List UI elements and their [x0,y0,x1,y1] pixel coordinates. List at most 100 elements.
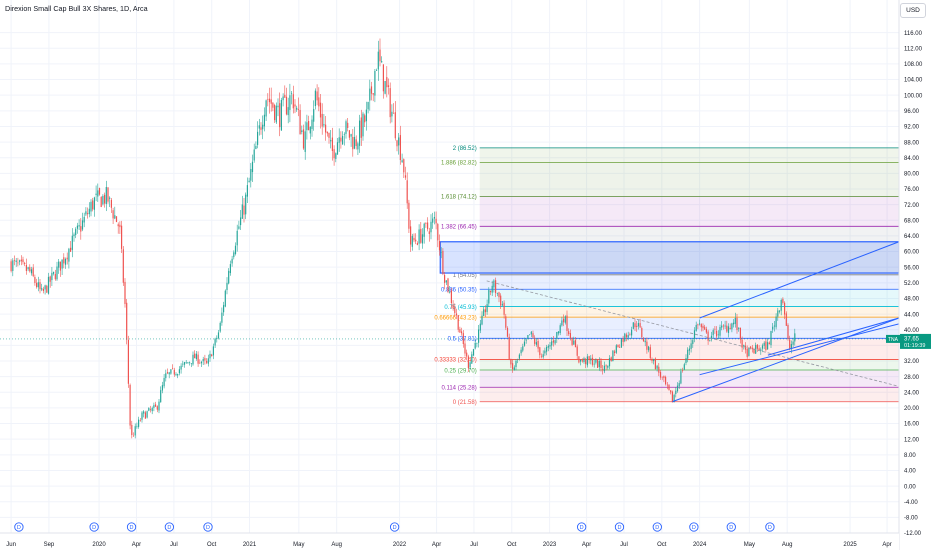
price-tick-label: 104.00 [904,78,923,84]
dividend-label: D [617,525,621,531]
dividend-marker[interactable]: D [14,522,24,532]
candle-body [42,288,44,291]
price-tag-countdown: 01:19:39 [904,343,925,349]
candle-body [158,401,160,411]
candle-body [78,225,80,227]
dividend-icon [577,522,587,532]
candle-body [243,205,245,215]
candle-body [544,350,546,354]
candle-body [433,217,435,219]
dividend-marker[interactable]: D [89,522,99,532]
candle-body [646,341,648,350]
candle-body [428,231,430,235]
candle-body [231,258,233,264]
fibonacci-extension[interactable]: 2 (86.52) 1.886 (82.82) 1.618 (74.12) 1.382… [434,146,899,406]
candle-body [505,316,507,328]
candle-body [272,102,274,108]
candle-body [205,361,208,363]
dividend-label: D [130,525,134,531]
candle-body [350,134,352,137]
trend-line [767,317,900,356]
dividend-marker[interactable]: D [577,522,587,532]
dividend-marker[interactable]: D [765,522,775,532]
candle-body [273,105,276,121]
candle-body [211,354,213,357]
candle-body [579,359,582,362]
candle-body [790,344,792,350]
candle-body [591,357,594,365]
candle-body [156,406,158,410]
candle-body [408,202,410,229]
candle-body [161,385,163,391]
candle-body [32,267,34,277]
candle-body [384,80,386,94]
candle-body [398,137,400,146]
dividend-marker[interactable]: D [726,522,736,532]
candle-body [117,224,119,227]
candle-body [741,339,743,348]
candle-body [109,197,111,199]
candle-body [326,131,328,134]
price-tick-label: 88.00 [904,140,920,146]
target-zone[interactable] [439,241,900,274]
candle-body [547,345,549,348]
candle-body [165,373,167,379]
candle-body [697,324,699,326]
candle-body [229,264,231,274]
time-tick-label: Oct [207,542,217,548]
price-axis[interactable]: 116.00 112.00 108.00 104.00 100.00 96.00 92.00… [898,0,932,550]
candle-body [323,124,325,126]
candle-body [704,326,706,330]
candle-body [761,345,764,349]
time-tick-label: Apr [432,542,441,548]
candle-body [782,298,784,303]
candle-body [250,169,252,181]
time-tick-label: Oct [657,542,667,548]
candle-body [763,342,765,346]
candle-body [256,131,259,145]
candle-body [675,390,677,394]
trend-lines[interactable] [0,241,900,403]
fib-band [479,274,899,290]
dividend-marker[interactable]: D [614,522,625,532]
dividend-marker[interactable]: D [389,522,400,532]
candle-body [658,366,660,373]
fib-level-label: 1.886 (82.82) [441,161,477,167]
price-tick-label: 112.00 [904,46,923,52]
candle-body [80,226,82,232]
dividend-marker[interactable]: D [126,522,137,532]
dividend-icon [689,522,699,532]
candle-body [615,345,617,353]
candle-body [204,358,206,361]
candle-body [95,193,97,195]
candle-body [282,96,284,101]
candle-body [685,357,687,363]
candle-body [625,334,628,338]
fib-level-label: 0.66666 (43.23) [434,315,476,321]
candle-body [445,280,447,283]
candle-body [246,185,248,197]
dividend-marker[interactable]: D [164,522,175,532]
currency-button[interactable]: USD [900,3,926,18]
candle-body [783,302,786,315]
candle-body [673,394,675,403]
candle-body [746,348,748,357]
candle-body [619,346,621,348]
candle-body [15,260,17,262]
candle-body [765,341,767,350]
candle-body [421,234,424,244]
candle-body [10,261,12,272]
candle-body [676,385,679,392]
candle-body [700,324,702,328]
candle-body [160,390,162,403]
dividend-marker[interactable]: D [689,522,699,532]
time-axis[interactable]: Jun Sep 2020 Apr Jul Oct 2021 May Aug 2022 Apr Jul O… [0,532,899,550]
price-tag-value: 37.65 [904,336,920,342]
dividend-icon [14,522,24,532]
dividend-marker[interactable]: D [652,522,662,532]
candle-body [452,304,454,309]
dividend-marker[interactable]: D [203,522,213,532]
